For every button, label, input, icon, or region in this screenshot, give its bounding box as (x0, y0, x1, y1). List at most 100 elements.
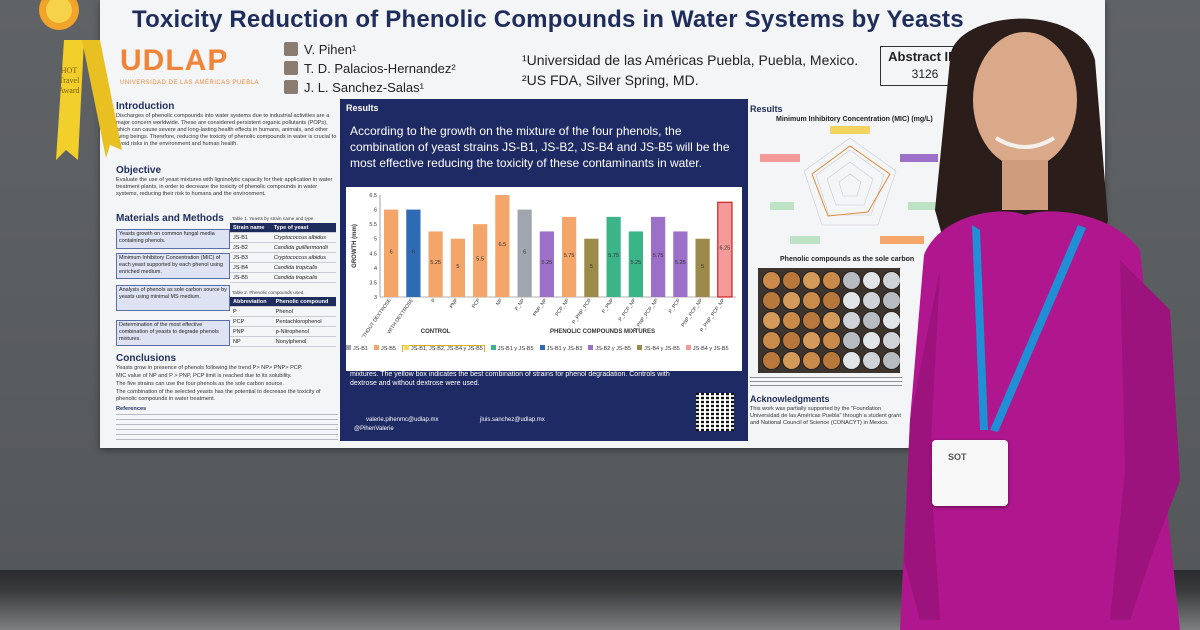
legend-label: JS-B2 y JS-B5 (595, 346, 632, 352)
bar (539, 231, 554, 297)
references-heading: References (116, 406, 147, 412)
y-tick-label: 6 (374, 208, 377, 214)
y-tick-label: 3.5 (369, 280, 377, 286)
petri-dish (782, 271, 801, 290)
bar-data-label: 5.25 (631, 260, 642, 266)
legend-swatch (588, 345, 594, 350)
petri-dish (802, 271, 821, 290)
method-step-2: Minimum Inhibitory Concentration (MIC) o… (116, 253, 230, 279)
affiliation-1: ¹Universidad de las Américas Puebla, Pue… (522, 52, 859, 68)
y-tick-label: 6.5 (369, 193, 377, 199)
x-tick-label: PNP_PCP_NP (680, 297, 704, 328)
petri-dish (842, 331, 861, 350)
udlap-logo-subtitle: UNIVERSIDAD DE LAS AMÉRICAS PUEBLA (120, 80, 260, 86)
y-tick-label: 3 (374, 295, 377, 301)
conference-badge (932, 440, 1008, 506)
y-axis-label: GROWTH (mm) (352, 224, 358, 268)
petri-dish (882, 311, 900, 330)
bar-data-label: 5.75 (653, 253, 664, 259)
bar (517, 209, 532, 297)
legend-swatch (373, 345, 379, 350)
bar (673, 231, 688, 297)
group-label-mixtures: PHENOLIC COMPOUNDS MIXTURES (550, 329, 655, 335)
results-panel: Results According to the growth on the m… (340, 99, 748, 441)
bar (717, 201, 733, 298)
petri-dish (762, 291, 781, 310)
x-tick-label: P_PNP_PCP_NP (699, 297, 727, 333)
conclusions-heading: Conclusions (116, 353, 177, 364)
bar (562, 216, 577, 297)
legend-label: JS-B4 y JS-B5 (692, 346, 729, 352)
legend-label: JS-B4 y JS-B5 (644, 346, 680, 352)
bar (473, 224, 488, 297)
author-3: J. L. Sanchez-Salas¹ (284, 80, 424, 95)
x-tick-label: PCP (471, 297, 482, 309)
x-tick-label: PNP (449, 297, 460, 309)
author-photo-icon (284, 61, 298, 75)
petri-dish (882, 291, 900, 310)
x-tick-label: P_PNP_PCP_NP (632, 297, 660, 333)
acknowledgments-heading: Acknowledgments (750, 394, 830, 404)
introduction-text: Discharges of phenolic compounds into wa… (116, 113, 337, 147)
y-tick-label: 4 (374, 266, 377, 272)
bar (695, 238, 710, 297)
bar (651, 216, 666, 297)
chart-legend: JS-B1 JS-B5 JS-B1, JS-B2, JS-B4 y JS-B5 JS-… (346, 345, 742, 352)
results-heading: Results (346, 103, 379, 113)
abstract-label: Abstract ID: (888, 49, 962, 64)
twitter-handle: @PihenValerie (354, 426, 394, 432)
bar-data-label: 6.25 (720, 246, 731, 252)
author-photo-icon (284, 80, 298, 94)
award-ribbon-text: HOT Travel Award (58, 66, 80, 95)
bar (606, 216, 621, 297)
petri-dish (822, 271, 841, 290)
bar-data-label: 6 (390, 249, 393, 255)
petri-dish (882, 271, 900, 290)
bar (406, 209, 421, 297)
phenolic-photo-title: Phenolic compounds as the sole carbon (780, 256, 915, 263)
bar-data-label: 5 (456, 264, 459, 270)
x-tick-label: NP (495, 297, 504, 307)
award-ribbon-icon (39, 0, 122, 160)
bar-data-label: 5.75 (564, 253, 575, 259)
method-step-3: Analysis of phenols as sole carbon sourc… (116, 285, 230, 311)
bar-data-label: 5.5 (476, 257, 484, 263)
legend-label: JS-B5 (380, 346, 396, 352)
petri-dish (782, 331, 801, 350)
badge-text: SOT (948, 452, 967, 462)
objective-text: Evaluate the use of yeast mixtures with … (116, 177, 333, 197)
petri-dish (862, 351, 881, 370)
bar-data-label: 5.25 (430, 260, 441, 266)
author-2: T. D. Palacios-Hernandez² (284, 61, 456, 76)
petri-dish (822, 331, 841, 350)
method-step-4: Determination of the most effective comb… (116, 320, 230, 346)
petri-dish (842, 311, 861, 330)
poster-title: Toxicity Reduction of Phenolic Compounds… (132, 6, 964, 33)
petri-dish (862, 331, 881, 350)
bar-data-label: 6 (523, 249, 526, 255)
legend-entry: JS-B1 y JS-B3 (539, 345, 582, 352)
legend-swatch (403, 345, 409, 350)
legend-entry: JS-B1 y JS-B5 (490, 345, 534, 352)
legend-entry: JS-B5 (373, 345, 396, 352)
legend-label: JS-B1, JS-B2, JS-B4 y JS-B5 (410, 346, 483, 352)
acknowledgments-text: This work was partially supported by the… (750, 406, 901, 426)
group-label-control: CONTROL (421, 329, 451, 335)
legend-entry: JS-B1, JS-B2, JS-B4 y JS-B5 (401, 345, 485, 352)
table1-caption: Table 1. Yeasts by strain name and type. (232, 216, 315, 221)
x-tick-label: P_PNP (601, 297, 616, 314)
bar (628, 231, 643, 297)
x-tick-label: P (430, 297, 437, 304)
bar-data-label: 5.75 (608, 253, 619, 259)
bar (428, 231, 443, 297)
petri-dish (822, 311, 841, 330)
email-2: jluis.sanchez@udlap.mx (480, 417, 545, 423)
table-row: NP Nonylphenol (230, 336, 336, 347)
table-row: PNP p-Nitrophenol (230, 326, 336, 337)
presenter-person (900, 18, 1180, 630)
legend-entry: JS-B4 y JS-B5 (637, 345, 680, 352)
phenol-table: Abbreviation Phenolic compound P Phenol PC… (230, 297, 336, 347)
y-tick-label: 5.5 (369, 222, 377, 228)
legend-label: JS-B1 (353, 346, 368, 352)
